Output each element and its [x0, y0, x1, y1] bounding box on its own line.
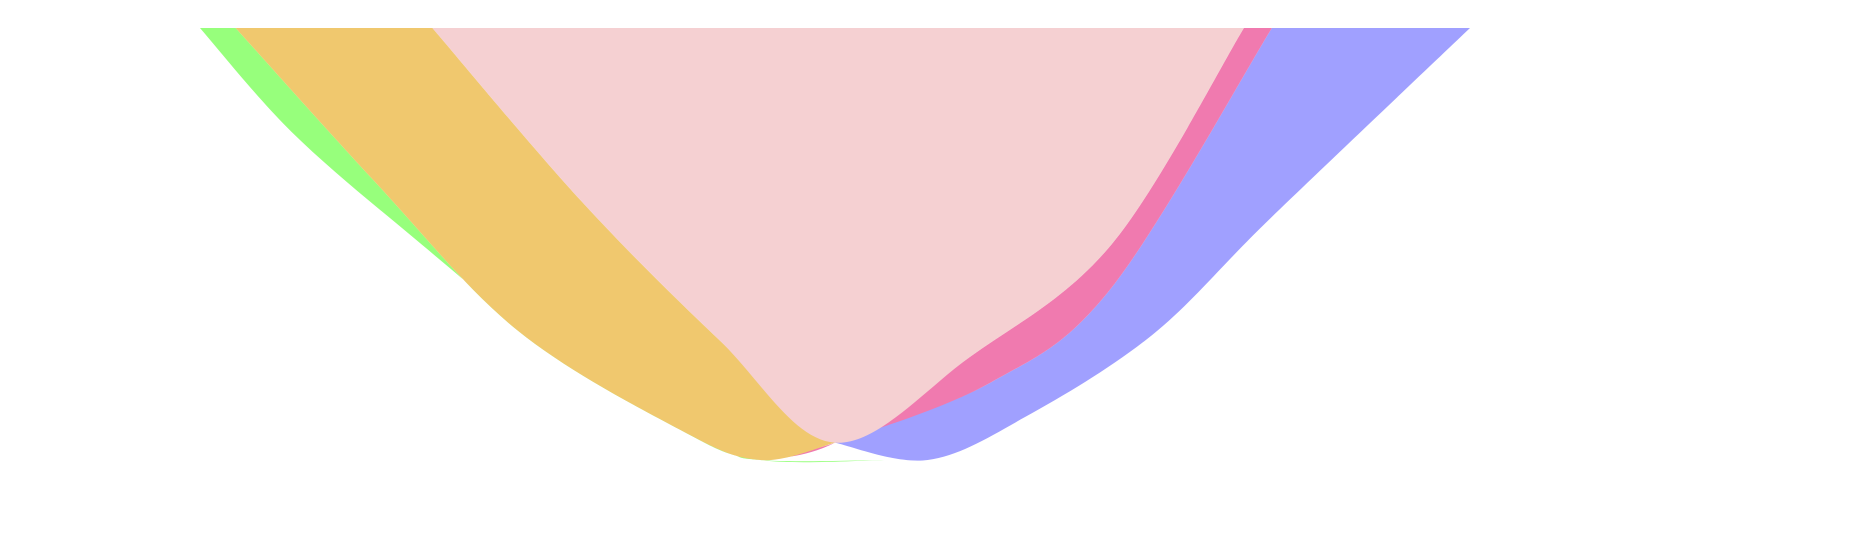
plot-area [200, 28, 1470, 463]
band-area-4 [235, 28, 836, 461]
band-area-2 [835, 28, 1470, 461]
band-area-5 [432, 28, 1244, 443]
band-area-3 [760, 28, 1272, 460]
band-area-1 [200, 28, 888, 463]
